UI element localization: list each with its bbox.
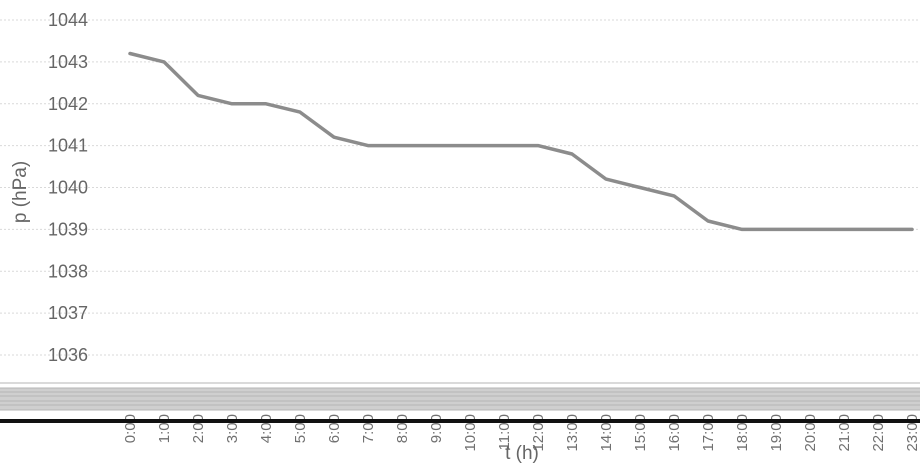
x-axis-baseline <box>0 419 920 423</box>
y-tick-label: 1036 <box>48 345 88 365</box>
gridlines <box>0 19 920 356</box>
y-tick-label: 1042 <box>48 94 88 114</box>
x-tick-label: 10:00 <box>462 414 479 452</box>
x-tick-label: 2:00 <box>190 414 207 443</box>
x-tick-label: 1:00 <box>156 414 173 443</box>
x-tick-label: 0:00 <box>122 414 139 443</box>
x-tick-label: 19:00 <box>768 414 785 452</box>
x-tick-label: 6:00 <box>326 414 343 443</box>
y-tick-label: 1038 <box>48 261 88 281</box>
x-tick-label: 21:00 <box>836 414 853 452</box>
x-tick-label: 20:00 <box>802 414 819 452</box>
y-tick-label: 1037 <box>48 303 88 323</box>
x-tick-label: 5:00 <box>292 414 309 443</box>
x-tick-label: 23:00 <box>904 414 920 452</box>
x-tick-label: 14:00 <box>598 414 615 452</box>
x-tick-label: 15:00 <box>632 414 649 452</box>
x-tick-label: 12:00 <box>530 414 547 452</box>
x-tick-label: 4:00 <box>258 414 275 443</box>
y-axis-title: p (hPa) <box>10 161 31 223</box>
x-tick-label: 17:00 <box>700 414 717 452</box>
x-tick-label: 18:00 <box>734 414 751 452</box>
x-tick-label: 16:00 <box>666 414 683 452</box>
y-tick-label: 1043 <box>48 52 88 72</box>
x-tick-label: 9:00 <box>428 414 445 443</box>
x-tick-label: 22:00 <box>870 414 887 452</box>
y-tick-label: 1044 <box>48 10 88 30</box>
y-tick-labels: 1036 1037 1038 1039 1040 1041 1042 1043 1044 <box>48 10 88 365</box>
x-axis-title: t (h) <box>505 443 539 464</box>
y-tick-label: 1041 <box>48 136 88 156</box>
x-tick-label: 7:00 <box>360 414 377 443</box>
pressure-series-line <box>128 51 914 232</box>
x-tick-label: 11:00 <box>496 414 513 450</box>
x-axis-band <box>0 382 920 411</box>
x-tick-label: 3:00 <box>224 414 241 443</box>
x-axis-band-fill <box>0 388 920 410</box>
y-tick-label: 1039 <box>48 219 88 239</box>
x-tick-label: 8:00 <box>394 414 411 443</box>
x-tick-label: 13:00 <box>564 414 581 452</box>
y-tick-label: 1040 <box>48 178 88 198</box>
